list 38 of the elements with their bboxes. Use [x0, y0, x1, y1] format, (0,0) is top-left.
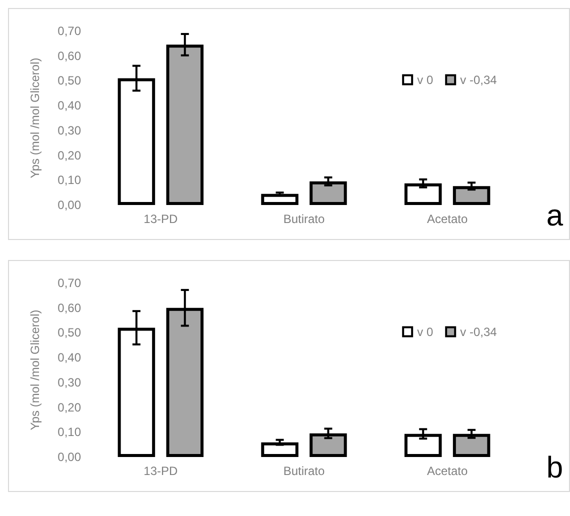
- x-tick-label: Acetato: [426, 212, 468, 226]
- x-tick-label: Acetato: [426, 464, 468, 478]
- y-tick-label: 0,20: [58, 400, 82, 414]
- y-tick-label: 0,60: [58, 48, 82, 63]
- y-tick-label: 0,00: [58, 450, 82, 464]
- legend-label: v -0,34: [460, 72, 498, 87]
- x-tick-label: Butirato: [283, 464, 325, 478]
- bar: [452, 186, 490, 205]
- text: b: [546, 452, 564, 484]
- legend-label: v 0: [417, 324, 434, 339]
- bar: [261, 194, 298, 205]
- y-tick-label: 0,30: [58, 123, 82, 138]
- bar: [404, 183, 442, 205]
- y-tick-label: 0,60: [58, 300, 82, 315]
- x-tick-label: Butirato: [283, 212, 325, 226]
- legend-label: v -0,34: [460, 324, 498, 339]
- y-axis-title: Yps (mol /mol Glicerol): [28, 58, 42, 178]
- x-tick-label: 13-PD: [144, 464, 178, 478]
- y-tick-label: 0,00: [58, 198, 82, 212]
- y-tick-label: 0,10: [58, 425, 82, 440]
- bar: [310, 433, 347, 457]
- bar: [310, 181, 347, 205]
- y-tick-label: 0,70: [58, 276, 82, 290]
- bar: [452, 434, 490, 457]
- y-tick-label: 0,50: [58, 326, 82, 340]
- legend-label: v 0: [417, 72, 434, 87]
- y-tick-label: 0,50: [58, 74, 82, 88]
- bar: [261, 442, 298, 457]
- x-tick-label: 13-PD: [144, 212, 178, 226]
- y-tick-label: 0,20: [58, 148, 82, 162]
- y-tick-label: 0,70: [58, 24, 82, 38]
- y-tick-label: 0,40: [58, 98, 82, 113]
- y-tick-label: 0,30: [58, 375, 82, 390]
- y-tick-label: 0,40: [58, 350, 82, 365]
- bar: [404, 434, 442, 457]
- y-axis-title: Yps (mol /mol Glicerol): [28, 310, 42, 430]
- text: a: [546, 200, 564, 232]
- y-tick-label: 0,10: [58, 173, 82, 188]
